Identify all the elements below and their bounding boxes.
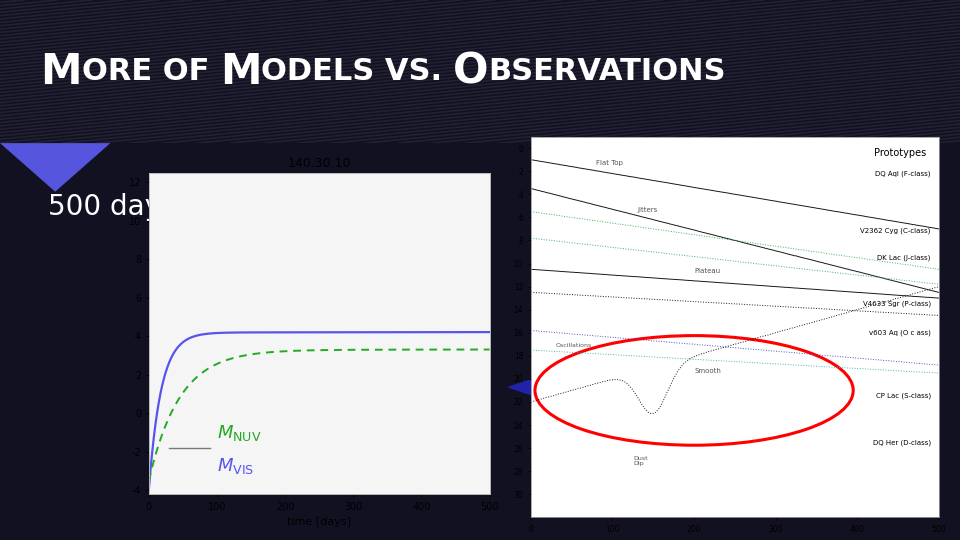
FancyArrow shape [509, 375, 686, 400]
Text: v603 Aq (O c ass): v603 Aq (O c ass) [869, 329, 931, 336]
Text: V2362 Cyg (C-class): V2362 Cyg (C-class) [860, 228, 931, 234]
Text: ORE OF: ORE OF [82, 57, 220, 86]
Text: DQ Her (D-class): DQ Her (D-class) [873, 439, 931, 446]
Text: $\mathit{M}_{\rm VIS}$: $\mathit{M}_{\rm VIS}$ [217, 456, 254, 476]
Title: 140.30.10: 140.30.10 [287, 157, 351, 170]
Text: Jitters: Jitters [637, 207, 658, 213]
Text: Dust
Dip: Dust Dip [633, 456, 647, 467]
Text: Smooth: Smooth [694, 368, 721, 374]
X-axis label: time [days]: time [days] [287, 517, 351, 527]
Text: Smooth: Smooth [573, 373, 665, 400]
Polygon shape [0, 143, 110, 192]
Text: M: M [220, 51, 261, 92]
Text: CP Lac (S-class): CP Lac (S-class) [876, 393, 931, 400]
Text: Plateau: Plateau [694, 268, 720, 274]
Text: $\mathit{M}_{\rm NUV}$: $\mathit{M}_{\rm NUV}$ [217, 423, 262, 443]
Text: DQ Aql (F-class): DQ Aql (F-class) [876, 170, 931, 177]
Text: ODELS VS.: ODELS VS. [261, 57, 453, 86]
Text: V4633 Sgr (P-class): V4633 Sgr (P-class) [863, 301, 931, 307]
Text: Oscillations: Oscillations [555, 342, 591, 348]
Text: 500 day classification:: 500 day classification: [48, 193, 359, 221]
Text: O: O [453, 51, 489, 92]
Text: BSERVATIONS: BSERVATIONS [489, 57, 726, 86]
Text: Prototypes: Prototypes [875, 148, 926, 158]
Text: M: M [40, 51, 82, 92]
Text: Flat Top: Flat Top [596, 160, 623, 166]
Text: DK Lac (J-class): DK Lac (J-class) [877, 254, 931, 261]
